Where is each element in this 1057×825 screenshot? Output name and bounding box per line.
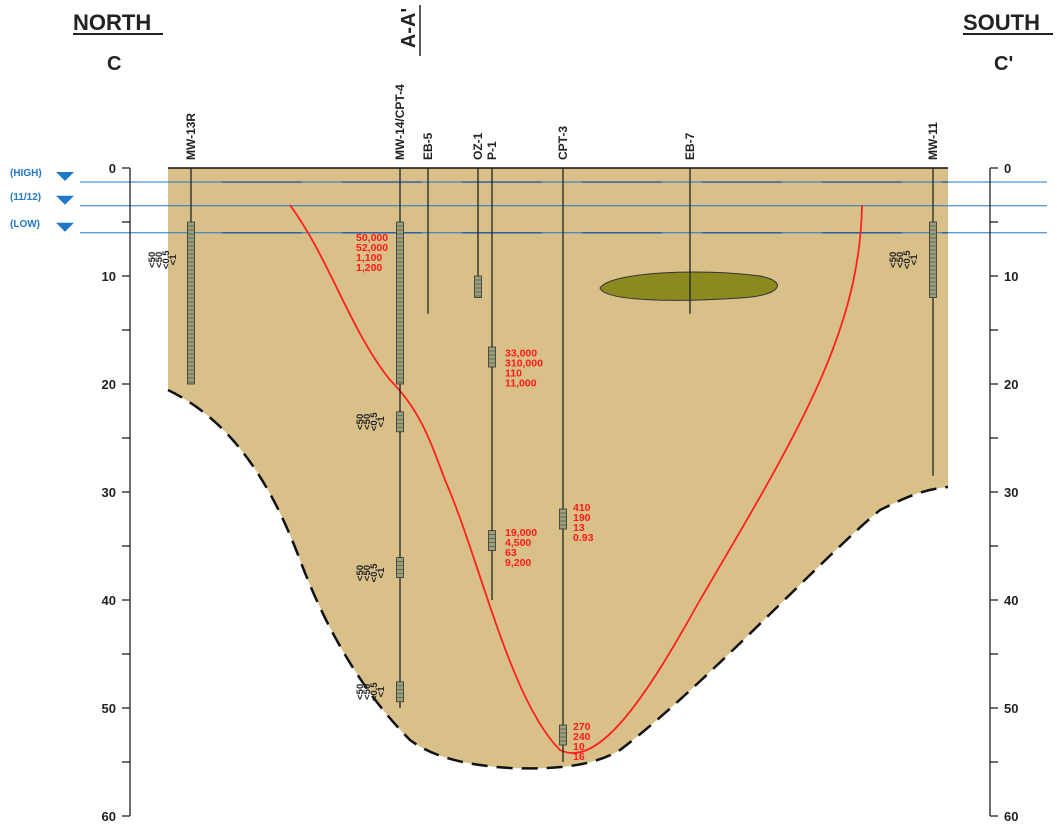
sample-interval-1 [396,557,404,578]
left-depth-axis-label: 30 [102,485,116,500]
left-depth-axis-label: 0 [109,161,116,176]
sample-interval-4 [488,530,496,551]
lt-mw-13r-value: <50 [147,252,158,268]
conc-p-1-upper-value: 110 [505,368,522,380]
right-depth-axis-label: 0 [1004,161,1011,176]
water-level-low-label: (LOW) [10,219,40,230]
water-level-high-marker-icon [56,172,74,182]
well-mw-11-label: MW-11 [926,122,940,160]
well-mw-14-cpt-4-label: MW-14/CPT-4 [393,84,407,160]
well-eb-7-label: EB-7 [683,132,697,160]
conc-cpt-3-upper-value: 13 [573,522,585,534]
lt-mw-11-value: <50 [895,252,906,268]
lt-mw-14-mid-value: <50 [362,414,373,430]
right-depth-axis-label: 20 [1004,377,1018,392]
lt-mw-14-deepest-value: <50 [362,684,373,700]
well-mw-14-cpt-4-screen [396,221,404,385]
water-level-nov12-marker-icon [56,195,74,205]
conc-p-1-lower-value: 19,000 [505,527,537,539]
conc-cpt-3-lower-value: 240 [573,731,591,743]
south-heading: SOUTH [963,10,1040,35]
left-depth-axis-label: 50 [102,701,116,716]
conc-cpt-3-lower-value: 16 [573,751,585,763]
well-cpt-3-label: CPT-3 [556,126,570,160]
right-depth-axis-label: 30 [1004,485,1018,500]
sample-interval-0 [396,411,404,433]
conc-cpt-3-upper-value: 190 [573,512,591,524]
conc-mw-14-value: 52,000 [356,242,388,254]
conc-p-1-upper-value: 310,000 [505,358,543,370]
sample-interval-5 [559,508,567,530]
sample-interval-2 [396,681,404,703]
lt-mw-14-deepest-value: <50 [355,684,366,700]
right-depth-axis-label: 10 [1004,269,1018,284]
well-mw-11-screen [929,221,937,298]
lt-mw-14-deepest-value: <0.5 [369,682,380,701]
sample-interval-6 [559,724,567,746]
well-oz-1-screen [474,275,482,299]
water-level-nov12-label: (11/12) [10,192,41,203]
left-depth-axis-label: 10 [102,269,116,284]
conc-cpt-3-upper-value: 0.93 [573,532,594,544]
water-level-high-label: (HIGH) [10,168,42,179]
conc-mw-14-value: 1,100 [356,252,382,264]
well-oz-1-label: OZ-1 [471,132,485,160]
plume-boundary-line [289,204,863,754]
lt-mw-13r-value: <1 [168,254,179,266]
lt-mw-11-value: <1 [909,254,920,266]
lt-mw-14-deepest-value: <1 [376,686,387,698]
conc-p-1-upper-value: 33,000 [505,348,537,360]
right-depth-axis-label: 40 [1004,593,1018,608]
conc-p-1-lower-value: 63 [505,547,517,559]
soil-fill [168,168,948,769]
conc-cpt-3-upper-value: 410 [573,502,591,514]
section-end-label: C' [994,53,1013,75]
section-start-label: C [107,53,121,75]
right-depth-axis-label: 60 [1004,809,1018,824]
conc-mw-14-value: 1,200 [356,262,382,274]
well-eb-5-label: EB-5 [421,132,435,160]
well-mw-13r-label: MW-13R [184,113,198,160]
lt-mw-14-mid-value: <0.5 [369,412,380,431]
conc-cpt-3-lower-value: 270 [573,721,591,733]
left-depth-axis-label: 40 [102,593,116,608]
lt-mw-14-deep-value: <50 [362,565,373,581]
intersect-label: A-A' [398,8,420,48]
conc-p-1-upper-value: 11,000 [505,378,537,390]
left-depth-axis-label: 20 [102,377,116,392]
lt-mw-11-value: <50 [888,252,899,268]
lt-mw-14-deep-value: <1 [376,567,387,579]
impacted-zone-boundary [167,388,949,770]
lt-mw-14-deep-value: <50 [355,565,366,581]
conc-p-1-lower-value: 9,200 [505,557,531,569]
right-depth-axis-label: 50 [1004,701,1018,716]
clay-lens [599,271,778,301]
lt-mw-13r-value: <50 [154,252,165,268]
left-depth-axis-label: 60 [102,809,116,824]
lt-mw-14-mid-value: <1 [376,416,387,428]
well-mw-13r-screen [187,221,195,385]
lt-mw-11-value: <0.5 [902,250,913,269]
lt-mw-14-mid-value: <50 [355,414,366,430]
north-heading: NORTH [73,10,151,35]
lt-mw-14-deep-value: <0.5 [369,563,380,582]
conc-cpt-3-lower-value: 10 [573,741,585,753]
conc-p-1-lower-value: 4,500 [505,537,531,549]
sample-interval-3 [488,346,496,368]
well-p-1-label: P-1 [485,141,499,160]
lt-mw-13r-value: <0.5 [161,250,172,269]
conc-mw-14-value: 50,000 [356,232,388,244]
water-level-low-marker-icon [56,222,74,232]
